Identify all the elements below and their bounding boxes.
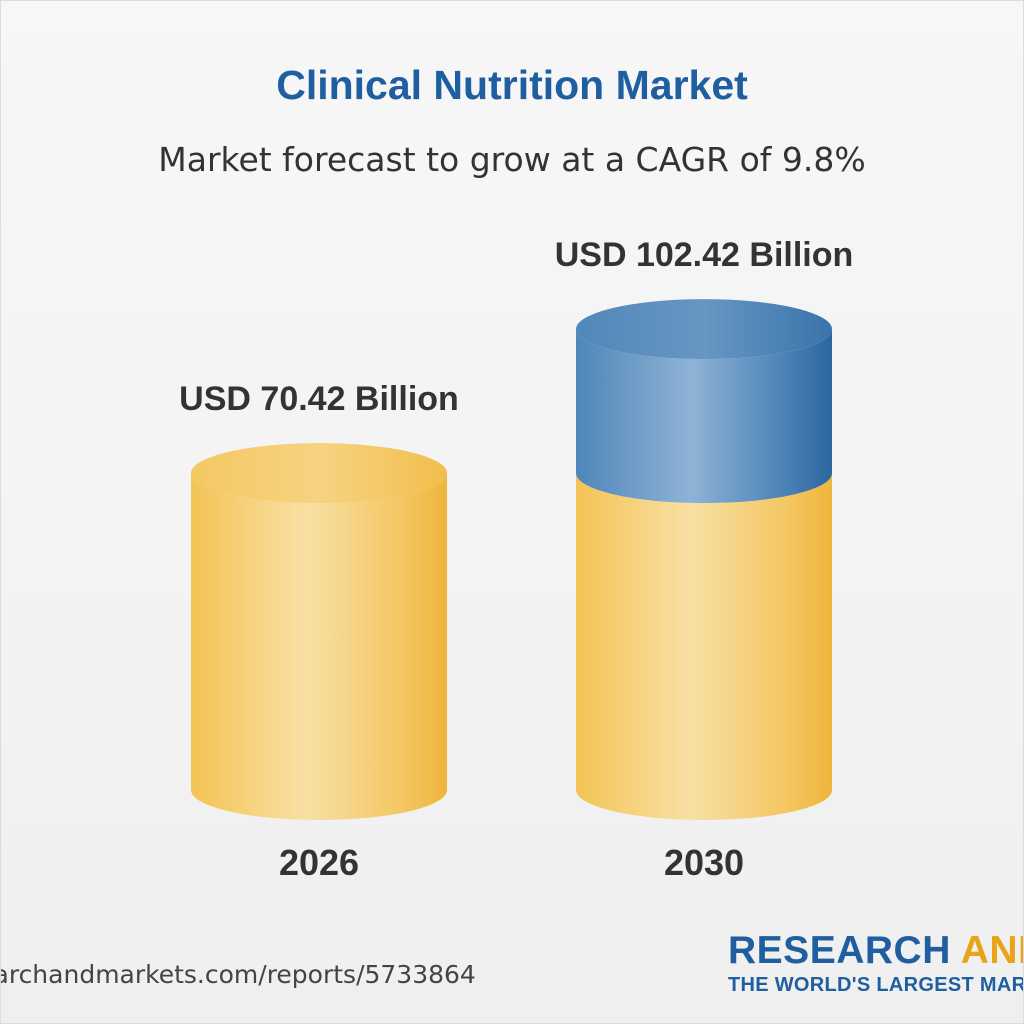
bar-2026-top xyxy=(191,443,447,504)
brand-name: RESEARCH AND MARKETS xyxy=(728,930,1024,972)
chart-title: Clinical Nutrition Market xyxy=(276,62,748,108)
brand-logo: RESEARCH AND MARKETS THE WORLD'S LARGEST… xyxy=(728,930,1024,998)
chart-subtitle: Market forecast to grow at a CAGR of 9.8… xyxy=(158,140,866,179)
bar-2030-top xyxy=(576,299,832,360)
category-label-2026: 2026 xyxy=(279,842,359,883)
source-url: researchandmarkets.com/reports/5733864 xyxy=(0,960,476,989)
brand-tagline: THE WORLD'S LARGEST MARKET RESEARCH STOR… xyxy=(728,974,1024,996)
bar-2030-growth xyxy=(576,329,832,504)
value-label-2030: USD 102.42 Billion xyxy=(555,236,854,274)
brand-name-part1: RESEARCH xyxy=(728,929,951,972)
category-label-2030: 2030 xyxy=(664,842,744,883)
bar-2026-base xyxy=(191,473,447,820)
value-label-2026: USD 70.42 Billion xyxy=(179,380,459,418)
brand-name-part2: AND MARKETS xyxy=(960,929,1024,972)
bar-2030-base xyxy=(576,473,832,820)
